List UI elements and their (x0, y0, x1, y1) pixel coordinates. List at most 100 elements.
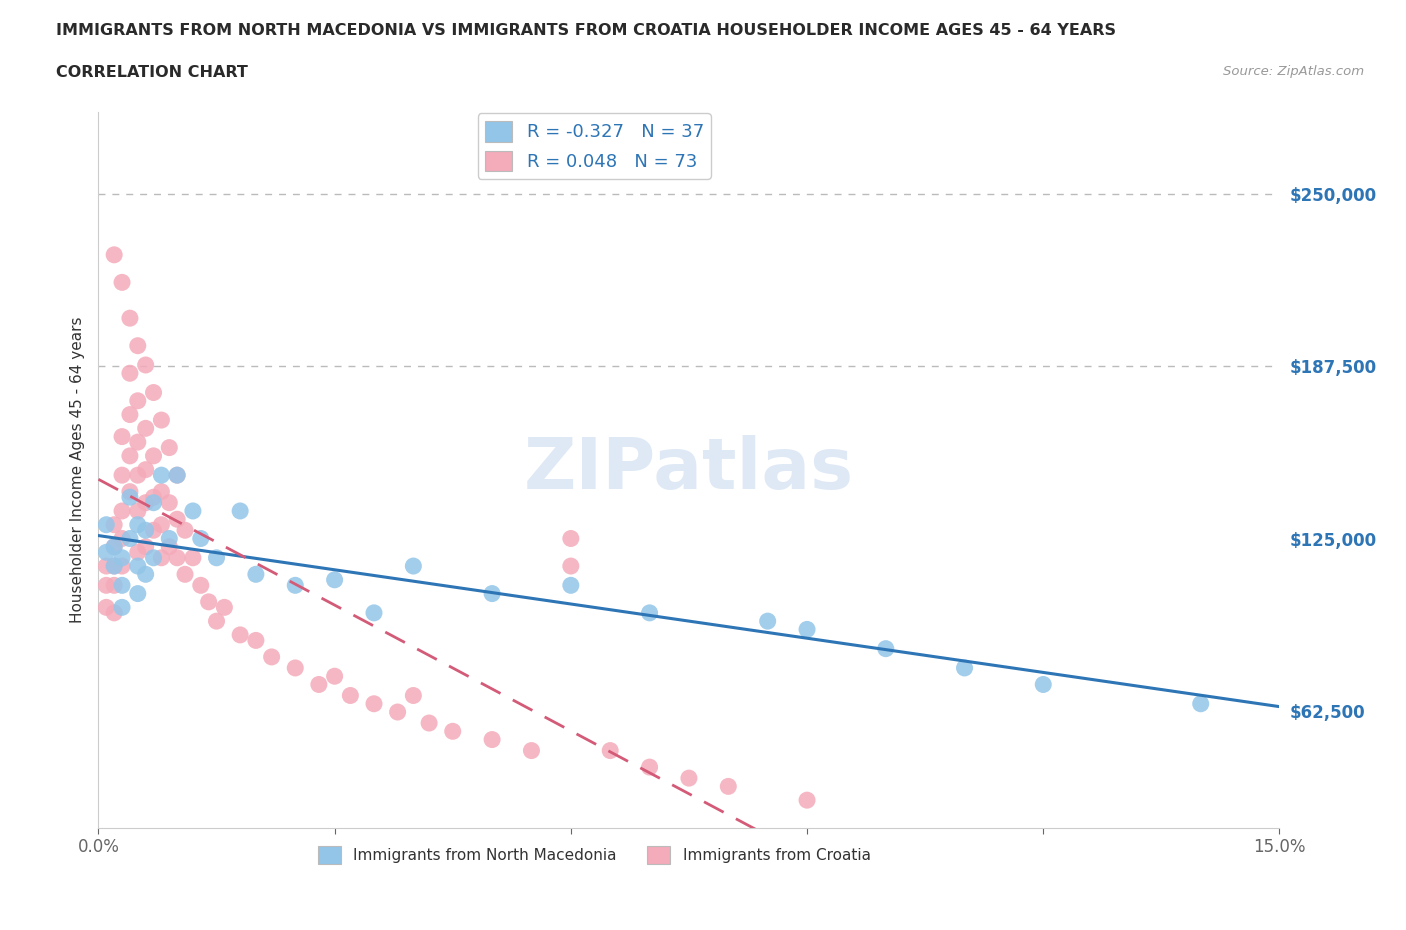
Point (339, 688, 361, 703)
Point (205, 614, 228, 629)
Point (157, 496, 180, 511)
Point (756, 614, 779, 629)
Point (638, 605, 661, 620)
Point (103, 578, 125, 592)
Point (953, 660, 976, 675)
Point (127, 434, 149, 449)
Point (111, 275, 134, 290)
Point (717, 779, 740, 794)
Point (190, 531, 212, 546)
Point (142, 523, 165, 538)
Point (363, 697, 385, 711)
Point (402, 688, 425, 703)
Point (127, 586, 149, 601)
Point (678, 771, 700, 786)
Point (284, 660, 307, 675)
Text: CORRELATION CHART: CORRELATION CHART (56, 65, 247, 80)
Point (127, 559, 149, 574)
Point (135, 539, 157, 554)
Point (323, 669, 346, 684)
Point (174, 567, 197, 582)
Point (560, 578, 582, 592)
Point (166, 468, 188, 483)
Point (560, 531, 582, 546)
Point (111, 559, 134, 574)
Point (229, 628, 252, 643)
Text: ZIPatlas: ZIPatlas (524, 435, 853, 504)
Point (142, 551, 165, 565)
Point (260, 649, 283, 664)
Point (96, 559, 118, 574)
Point (284, 578, 307, 592)
Point (111, 600, 134, 615)
Point (1032, 677, 1054, 692)
Point (1189, 697, 1212, 711)
Point (96, 600, 118, 615)
Point (245, 633, 267, 648)
Point (157, 539, 180, 554)
Point (190, 578, 212, 592)
Point (103, 517, 125, 532)
Point (111, 468, 134, 483)
Point (875, 642, 897, 657)
Point (103, 539, 125, 554)
Point (118, 365, 141, 380)
Point (229, 503, 252, 518)
Point (441, 724, 464, 738)
Point (387, 705, 409, 720)
Point (520, 743, 543, 758)
Point (796, 622, 818, 637)
Point (157, 440, 180, 455)
Point (135, 567, 157, 582)
Point (118, 531, 141, 546)
Point (150, 485, 173, 499)
Point (118, 448, 141, 463)
Point (96, 517, 118, 532)
Point (418, 715, 440, 730)
Point (103, 559, 125, 574)
Point (214, 600, 236, 615)
Point (103, 559, 125, 574)
Point (127, 503, 149, 518)
Point (135, 421, 157, 436)
Point (181, 551, 204, 565)
Point (166, 551, 188, 565)
Point (103, 247, 125, 262)
Y-axis label: Householder Income Ages 45 - 64 years: Householder Income Ages 45 - 64 years (69, 316, 84, 623)
Point (166, 468, 188, 483)
Text: IMMIGRANTS FROM NORTH MACEDONIA VS IMMIGRANTS FROM CROATIA HOUSEHOLDER INCOME AG: IMMIGRANTS FROM NORTH MACEDONIA VS IMMIG… (56, 23, 1116, 38)
Point (181, 503, 204, 518)
Point (118, 490, 141, 505)
Point (150, 517, 173, 532)
Point (111, 551, 134, 565)
Point (111, 503, 134, 518)
Point (127, 545, 149, 560)
Point (150, 468, 173, 483)
Point (174, 523, 197, 538)
Point (796, 792, 818, 807)
Point (111, 531, 134, 546)
Point (142, 490, 165, 505)
Point (127, 468, 149, 483)
Point (103, 605, 125, 620)
Point (118, 485, 141, 499)
Point (402, 559, 425, 574)
Point (481, 732, 503, 747)
Point (638, 760, 661, 775)
Point (127, 517, 149, 532)
Point (363, 605, 385, 620)
Point (118, 407, 141, 422)
Point (166, 512, 188, 526)
Point (599, 743, 621, 758)
Point (481, 586, 503, 601)
Point (135, 357, 157, 372)
Point (197, 594, 219, 609)
Legend: Immigrants from North Macedonia, Immigrants from Croatia: Immigrants from North Macedonia, Immigra… (312, 841, 877, 870)
Point (118, 311, 141, 325)
Point (135, 496, 157, 511)
Point (135, 462, 157, 477)
Point (308, 677, 330, 692)
Point (96, 545, 118, 560)
Point (150, 551, 173, 565)
Point (127, 393, 149, 408)
